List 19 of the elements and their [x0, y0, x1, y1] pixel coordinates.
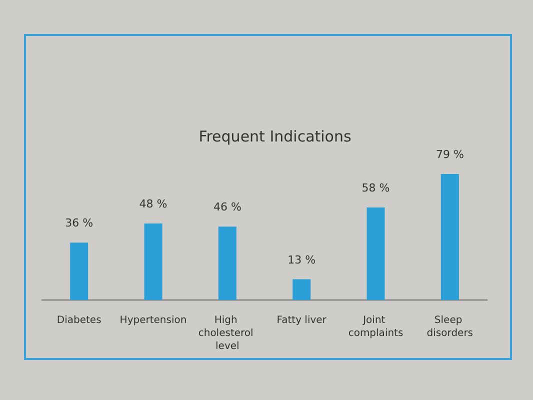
bar: [218, 226, 236, 300]
bar: [440, 174, 459, 300]
bar: [292, 279, 311, 300]
chart-title: Frequent Indications: [198, 128, 352, 146]
data-label: 46 %: [213, 200, 242, 214]
x-tick-label: High cholesterol level: [198, 315, 256, 352]
x-tick-label: Joint complaints: [348, 315, 404, 339]
data-label: 79 %: [436, 148, 464, 161]
x-tick-label: Sleep disorders: [426, 315, 474, 339]
x-tick-label: Hypertension: [120, 315, 187, 326]
data-label: 58 %: [362, 181, 390, 194]
x-tick-label: Fatty liver: [276, 315, 328, 326]
data-label: 36 %: [65, 216, 94, 230]
x-tick-label: Diabetes: [56, 315, 102, 326]
bar: [366, 207, 385, 300]
bar: [144, 223, 162, 300]
bar: [70, 242, 88, 300]
data-label: 13 %: [288, 253, 316, 266]
data-label: 48 %: [139, 197, 168, 210]
